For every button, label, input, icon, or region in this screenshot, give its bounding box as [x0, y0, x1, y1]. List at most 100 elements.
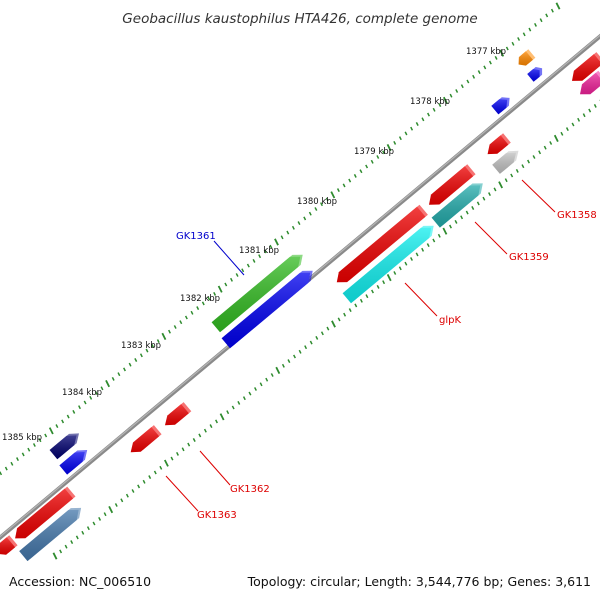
tick-mark: [48, 427, 54, 435]
tick-mark: [207, 296, 211, 301]
tick-mark: [213, 291, 217, 296]
tick-mark: [517, 37, 521, 41]
tick-mark: [577, 117, 581, 122]
tick-mark: [259, 382, 263, 387]
gene-feature-green-gk1361: [211, 254, 303, 333]
tick-mark: [393, 140, 397, 145]
tick-mark: [252, 258, 256, 263]
tick-mark: [528, 27, 532, 32]
tick-mark: [142, 479, 146, 484]
tick-mark: [270, 373, 274, 377]
ruler-label-1385: 1385 kbp: [2, 433, 42, 443]
tick-mark: [482, 196, 486, 201]
tick-mark: [86, 526, 90, 531]
tick-mark: [151, 343, 155, 348]
tick-mark: [163, 459, 169, 467]
tick-mark: [504, 178, 508, 183]
tick-mark: [66, 414, 70, 419]
tick-mark: [168, 329, 171, 334]
tick-mark: [376, 284, 380, 289]
tick-mark: [64, 544, 68, 549]
tick-mark: [159, 465, 163, 470]
tick-mark: [181, 447, 185, 452]
leader-glpk: [404, 282, 438, 317]
tick-mark: [287, 359, 291, 364]
gene-label-gk1363: GK1363: [197, 510, 237, 521]
tick-mark: [330, 191, 336, 199]
tick-mark: [179, 320, 183, 325]
tick-mark: [476, 201, 480, 206]
ruler-label-1379: 1379 kbp: [354, 147, 394, 157]
gene-feature-steelblue-gk1363: [19, 507, 82, 562]
tick-mark: [230, 277, 233, 282]
gene-feature-red-glpk: [336, 204, 428, 283]
tick-mark: [303, 216, 307, 221]
tick-mark: [404, 131, 408, 136]
tick-mark: [505, 46, 509, 51]
tick-mark: [460, 215, 464, 220]
tick-mark: [61, 419, 65, 424]
tick-mark: [137, 484, 141, 489]
map-title: Geobacillus kaustophilus HTA426, complet…: [122, 11, 477, 27]
gene-feature-blue-small-1: [527, 67, 543, 82]
tick-mark: [494, 55, 498, 60]
tick-mark: [320, 202, 323, 207]
tick-mark: [281, 363, 285, 368]
tick-mark: [353, 173, 357, 178]
tick-mark: [269, 244, 273, 249]
gene-feature-pink: [580, 70, 600, 95]
gene-label-glpk: glpK: [439, 315, 461, 326]
tick-mark: [415, 122, 419, 126]
tick-mark: [376, 155, 380, 159]
tick-mark: [291, 225, 295, 230]
gene-feature-blue-left: [59, 450, 88, 475]
leader-gk1363: [165, 475, 199, 512]
gene-feature-blue-small-2: [491, 97, 510, 115]
tick-mark: [432, 238, 436, 243]
tick-mark: [21, 452, 25, 457]
tick-mark: [488, 192, 491, 197]
gene-feature-red-gk1358-pre: [487, 133, 511, 155]
tick-mark: [274, 238, 279, 246]
tick-mark: [442, 227, 448, 235]
tick-mark: [161, 332, 167, 341]
tick-mark: [254, 387, 257, 391]
gene-feature-orange: [518, 49, 536, 66]
tick-mark: [365, 164, 369, 169]
tick-mark: [38, 438, 42, 443]
tick-mark: [498, 181, 504, 189]
tick-mark: [534, 22, 537, 27]
leader-gk1358: [521, 179, 556, 213]
gene-features: [0, 49, 600, 562]
tick-mark: [108, 505, 114, 514]
tick-mark: [70, 540, 74, 545]
inner-tick-row: [52, 99, 600, 560]
tick-mark: [308, 211, 312, 216]
tick-mark: [588, 108, 592, 113]
tick-mark: [354, 303, 358, 308]
tick-mark: [248, 391, 252, 396]
tick-mark: [280, 235, 284, 240]
tick-mark: [304, 345, 308, 350]
tick-mark: [196, 306, 200, 311]
gene-feature-red-gk1359-top: [429, 164, 476, 205]
tick-mark: [421, 117, 425, 122]
gene-feature-blue-gk1361: [221, 270, 313, 349]
tick-mark: [437, 233, 441, 238]
tick-mark: [78, 405, 81, 410]
tick-mark: [398, 136, 402, 141]
tick-mark: [539, 18, 543, 23]
tick-mark: [560, 131, 564, 136]
tick-mark: [371, 289, 374, 294]
tick-mark: [343, 312, 347, 317]
tick-mark: [128, 362, 132, 367]
tick-mark: [522, 32, 526, 37]
tick-mark: [393, 271, 397, 275]
tick-mark: [190, 310, 194, 315]
tick-mark: [382, 280, 386, 285]
tick-mark: [237, 400, 241, 405]
tick-mark: [571, 122, 575, 127]
tick-mark: [187, 442, 191, 447]
tick-mark: [315, 335, 319, 340]
ruler-label-1378: 1378 kbp: [410, 97, 450, 107]
